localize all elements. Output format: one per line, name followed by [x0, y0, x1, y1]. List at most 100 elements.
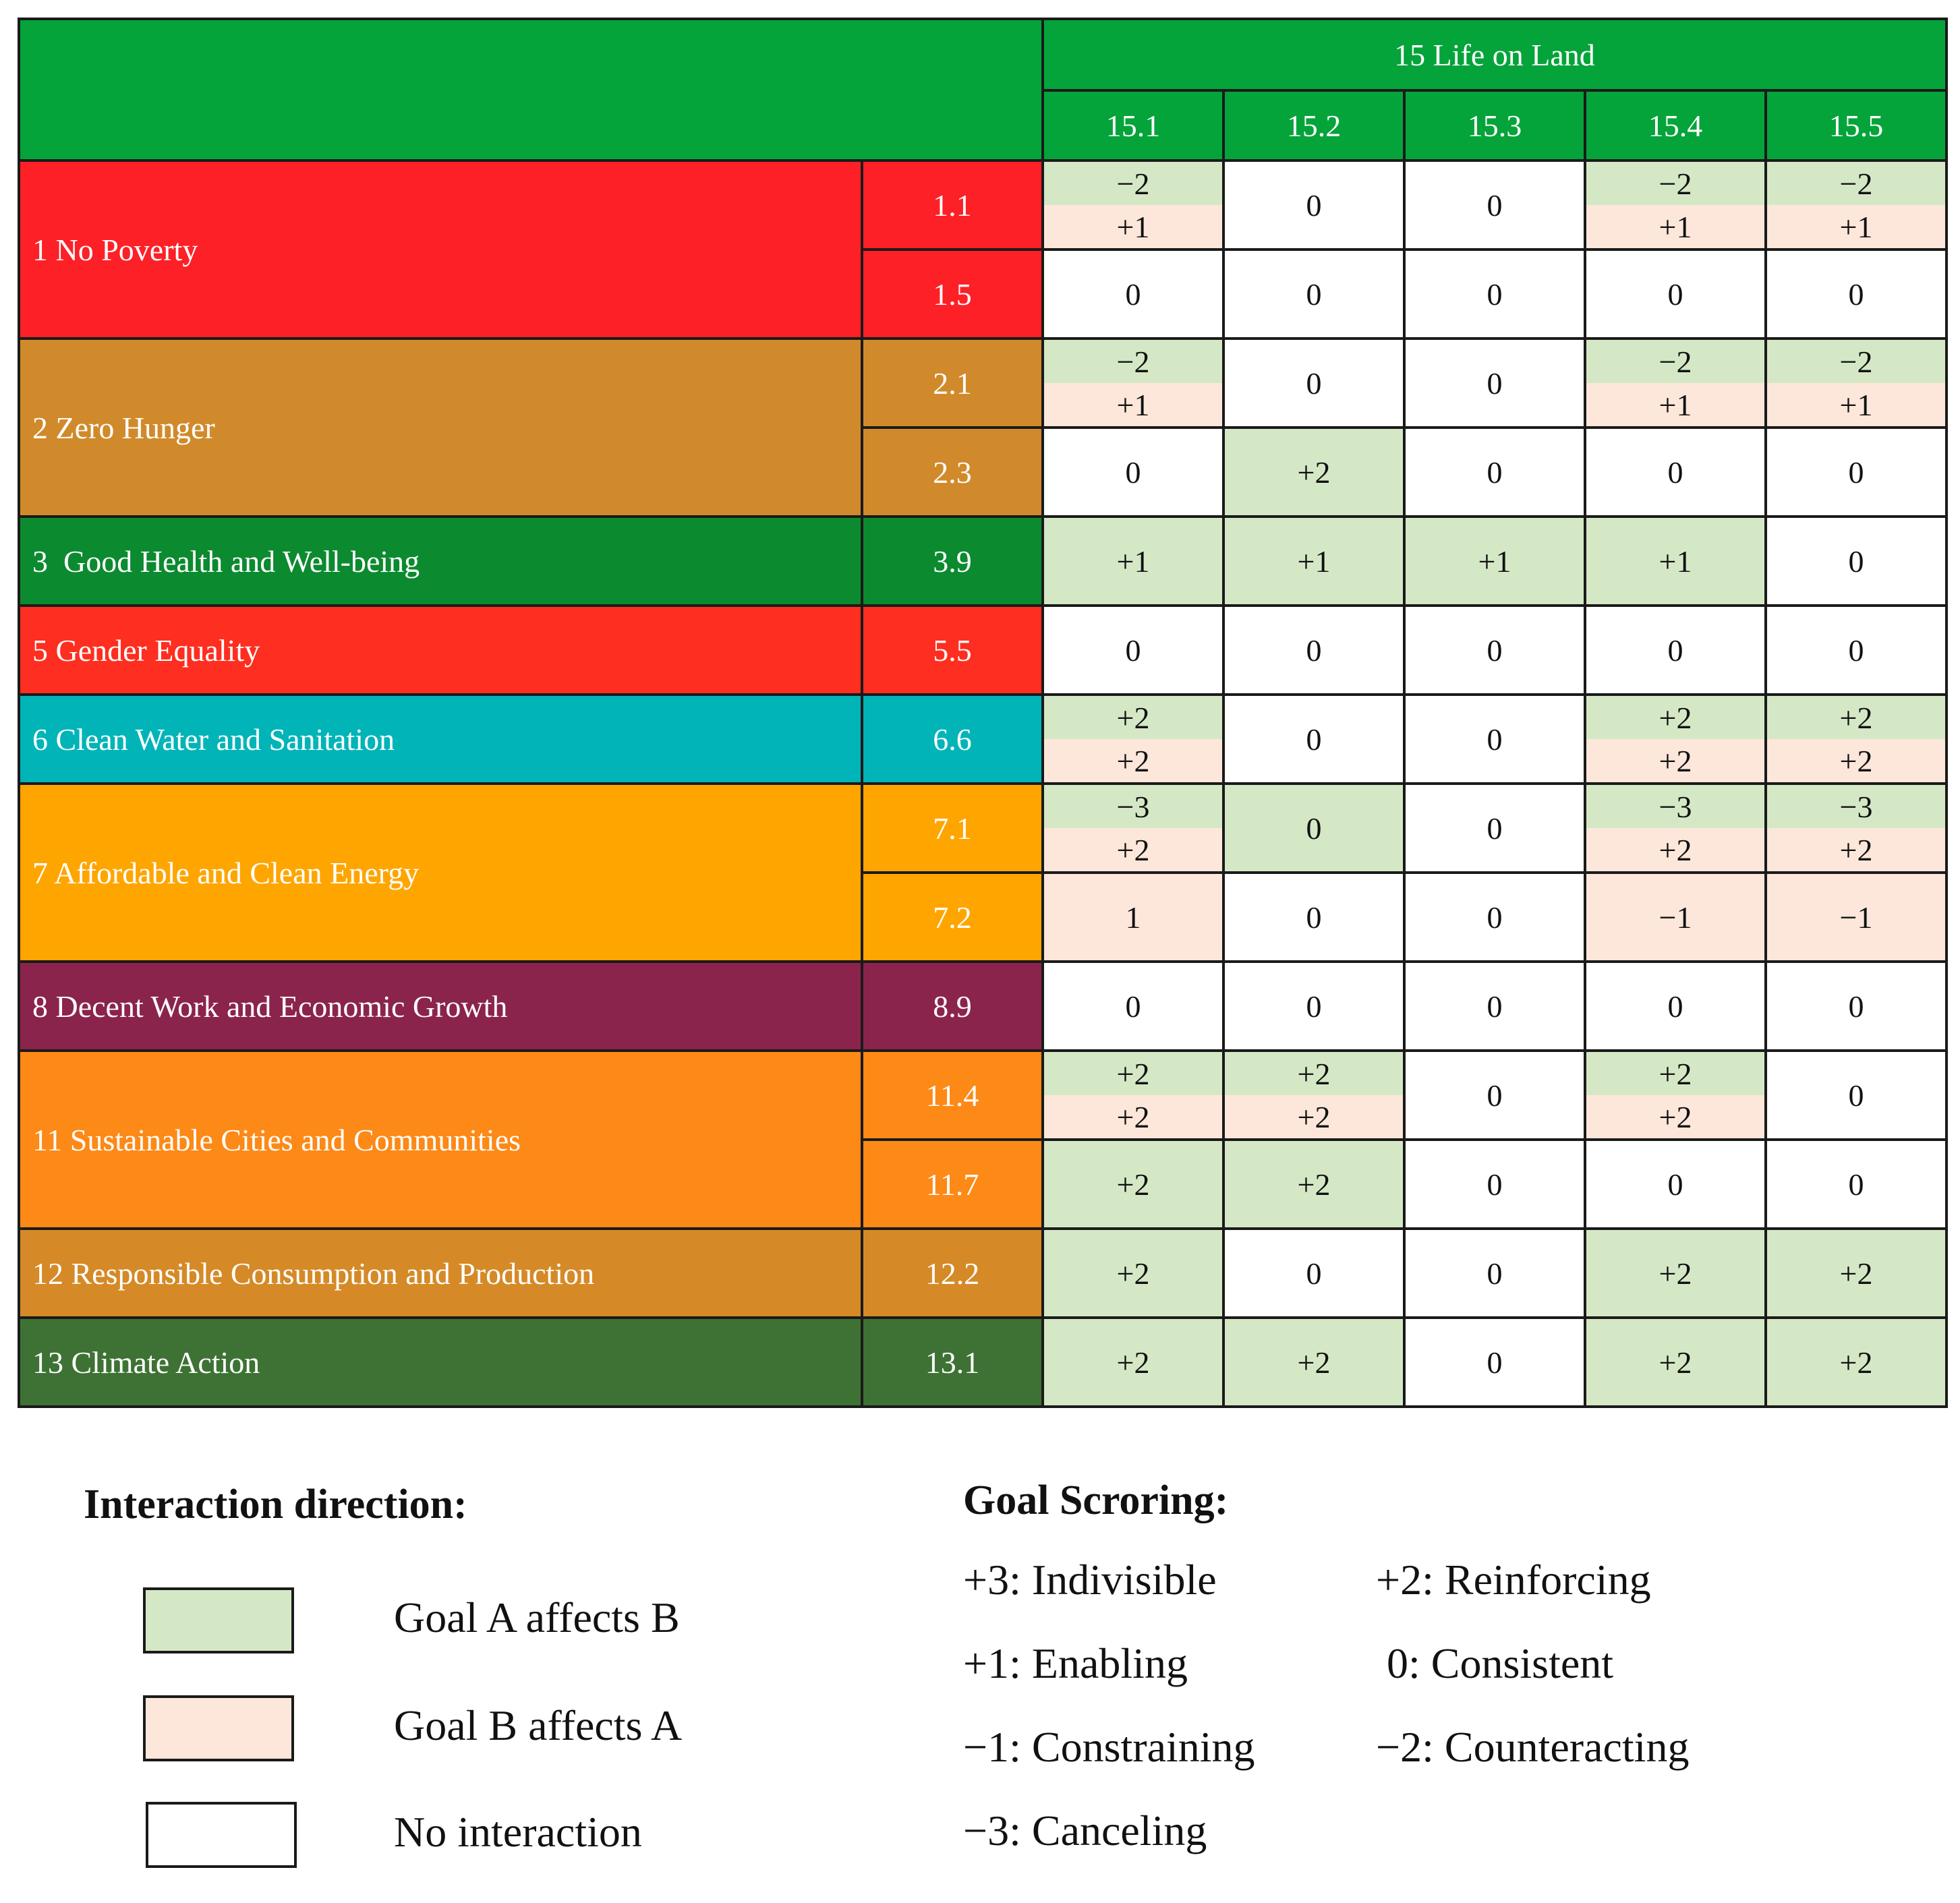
interaction-cell: 0 — [1403, 782, 1586, 874]
score-value: 0 — [1125, 989, 1141, 1024]
score-a-affects-b: −2 — [1767, 340, 1945, 383]
header-target-label: 15.3 — [1467, 108, 1522, 143]
score-value: 0 — [1667, 1167, 1683, 1202]
score-value: 0 — [1848, 989, 1864, 1024]
score-b-affects-a: +2 — [1044, 828, 1222, 871]
score-value: 0 — [1487, 811, 1503, 846]
goal-name: 11 Sustainable Cities and Communities — [32, 1122, 521, 1157]
target-cell: 2.1 — [861, 337, 1044, 429]
legend-label-no-interaction: No interaction — [394, 1808, 642, 1856]
score-a-affects-b: −2 — [1044, 162, 1222, 205]
score-value: 0 — [1306, 633, 1322, 668]
interaction-cell: +1 — [1041, 515, 1225, 607]
header-goal-title: 15 Life on Land — [1041, 18, 1948, 92]
score-a-affects-b: −3 — [1044, 785, 1222, 828]
goal-name: 8 Decent Work and Economic Growth — [32, 989, 508, 1024]
score-b-affects-a: +2 — [1586, 1095, 1764, 1138]
score-b-affects-a: +2 — [1044, 739, 1222, 782]
score-value: 0 — [1487, 187, 1503, 223]
interaction-cell: 0 — [1041, 604, 1225, 696]
score-value: 0 — [1667, 455, 1683, 490]
interaction-cell: 0 — [1764, 426, 1948, 518]
target-cell: 7.1 — [861, 782, 1044, 874]
interaction-cell: 0 — [1403, 337, 1586, 429]
target-label: 1.5 — [933, 276, 972, 312]
score-value: 0 — [1306, 1256, 1322, 1291]
interaction-cell: 0 — [1403, 426, 1586, 518]
score-value: 0 — [1306, 276, 1322, 312]
interaction-cell: 0 — [1222, 337, 1406, 429]
interaction-cell: 0 — [1764, 960, 1948, 1052]
target-label: 13.1 — [925, 1345, 980, 1380]
interaction-cell: +2 — [1584, 1316, 1767, 1408]
score-value: +1 — [1659, 544, 1692, 579]
score-value: +2 — [1839, 1256, 1873, 1291]
target-label: 3.9 — [933, 544, 972, 579]
score-b-affects-a: +1 — [1586, 383, 1764, 426]
score-b-affects-a: +2 — [1225, 1095, 1403, 1138]
header-target-15-5: 15.5 — [1764, 89, 1948, 162]
score-a-affects-b: −2 — [1586, 162, 1764, 205]
score-value: +2 — [1116, 1167, 1150, 1202]
score-a-affects-b: −2 — [1586, 340, 1764, 383]
target-cell: 11.7 — [861, 1138, 1044, 1230]
target-cell: 13.1 — [861, 1316, 1044, 1408]
score-a-affects-b: +2 — [1767, 696, 1945, 739]
goal-name-cell: 8 Decent Work and Economic Growth — [18, 960, 863, 1052]
interaction-cell: 0 — [1764, 515, 1948, 607]
goal-scoring-title: Goal Scroring: — [963, 1477, 1229, 1523]
interaction-cell: −2 +1 — [1041, 159, 1225, 251]
interaction-cell: 0 — [1222, 693, 1406, 785]
interaction-cell: 0 — [1584, 248, 1767, 340]
interaction-cell: −3 +2 — [1041, 782, 1225, 874]
target-label: 1.1 — [933, 187, 972, 223]
score-b-affects-a: +2 — [1586, 739, 1764, 782]
score-indivisible: +3: Indivisible — [963, 1556, 1217, 1604]
score-value: 0 — [1487, 1078, 1503, 1113]
target-label: 5.5 — [933, 633, 972, 668]
target-label: 2.3 — [933, 455, 972, 490]
interaction-cell: −1 — [1584, 871, 1767, 963]
score-value: 0 — [1667, 633, 1683, 668]
interaction-cell: 0 — [1403, 604, 1586, 696]
interaction-matrix: 15 Life on Land 15.1 15.2 15.3 15.4 15.5 1 No … — [18, 18, 1948, 1408]
score-value: 0 — [1667, 989, 1683, 1024]
interaction-cell: 0 — [1403, 871, 1586, 963]
goal-name-cell: 5 Gender Equality — [18, 604, 863, 696]
score-a-affects-b: −3 — [1586, 785, 1764, 828]
score-b-affects-a: +1 — [1044, 205, 1222, 248]
goal-name: 7 Affordable and Clean Energy — [32, 855, 420, 890]
interaction-cell: 0 — [1764, 604, 1948, 696]
score-value: +2 — [1839, 1345, 1873, 1380]
goal-name-cell: 12 Responsible Consumption and Productio… — [18, 1227, 863, 1319]
score-b-affects-a: +2 — [1767, 739, 1945, 782]
interaction-cell: +2 — [1041, 1227, 1225, 1319]
header-corner — [18, 18, 1044, 162]
score-value: +2 — [1659, 1256, 1692, 1291]
score-a-affects-b: +2 — [1044, 1052, 1222, 1095]
interaction-cell: −3 +2 — [1584, 782, 1767, 874]
interaction-cell: +2 — [1041, 1316, 1225, 1408]
score-value: 0 — [1848, 633, 1864, 668]
goal-name: 12 Responsible Consumption and Productio… — [32, 1256, 595, 1291]
interaction-cell: +1 — [1584, 515, 1767, 607]
interaction-cell: +2 — [1764, 1316, 1948, 1408]
score-value: 1 — [1125, 900, 1141, 935]
goal-name-cell: 7 Affordable and Clean Energy — [18, 782, 863, 963]
interaction-cell: +2 — [1222, 1138, 1406, 1230]
interaction-cell: 0 — [1584, 1138, 1767, 1230]
target-cell: 12.2 — [861, 1227, 1044, 1319]
header-target-label: 15.1 — [1105, 108, 1161, 143]
score-value: 0 — [1487, 722, 1503, 757]
score-value: −1 — [1839, 900, 1873, 935]
goal-name-cell: 6 Clean Water and Sanitation — [18, 693, 863, 785]
score-a-affects-b: −3 — [1767, 785, 1945, 828]
interaction-cell: 0 — [1222, 1227, 1406, 1319]
score-value: 0 — [1306, 365, 1322, 401]
interaction-cell: +1 — [1403, 515, 1586, 607]
target-cell: 11.4 — [861, 1049, 1044, 1141]
score-value: 0 — [1848, 276, 1864, 312]
header-goal-title-text: 15 Life on Land — [1394, 37, 1595, 72]
score-value: +2 — [1659, 1345, 1692, 1380]
score-value: 0 — [1487, 1256, 1503, 1291]
